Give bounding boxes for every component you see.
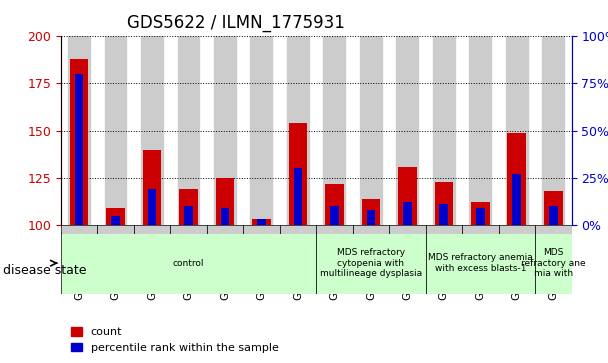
Text: MDS refractory anemia
with excess blasts-1: MDS refractory anemia with excess blasts… <box>428 253 533 273</box>
Bar <box>544 191 562 225</box>
Bar <box>508 132 526 225</box>
FancyBboxPatch shape <box>207 225 243 234</box>
Text: control: control <box>173 259 204 268</box>
Bar <box>513 174 521 225</box>
Bar <box>178 36 199 225</box>
Bar <box>367 210 375 225</box>
Bar <box>184 206 193 225</box>
Bar <box>360 36 382 225</box>
Bar <box>106 208 125 225</box>
Text: disease state: disease state <box>3 264 86 277</box>
FancyBboxPatch shape <box>97 225 134 234</box>
Bar <box>105 36 126 225</box>
FancyBboxPatch shape <box>61 225 97 234</box>
FancyBboxPatch shape <box>280 225 316 234</box>
Bar <box>403 203 412 225</box>
Text: MDS refractory
cytopenia with
multilineage dysplasia: MDS refractory cytopenia with multilinea… <box>320 248 422 278</box>
Bar <box>68 36 90 225</box>
Bar <box>257 219 266 225</box>
Bar <box>469 36 491 225</box>
Bar <box>287 36 309 225</box>
Bar <box>362 199 380 225</box>
Text: MDS
refractory ane
mia with: MDS refractory ane mia with <box>521 248 586 278</box>
FancyBboxPatch shape <box>535 225 572 234</box>
FancyBboxPatch shape <box>499 225 535 234</box>
Bar <box>440 204 448 225</box>
FancyBboxPatch shape <box>426 232 535 294</box>
Bar <box>221 208 229 225</box>
FancyBboxPatch shape <box>353 225 389 234</box>
Bar <box>330 206 339 225</box>
Bar <box>148 189 156 225</box>
Bar <box>289 123 307 225</box>
FancyBboxPatch shape <box>61 232 316 294</box>
Legend: count, percentile rank within the sample: count, percentile rank within the sample <box>66 323 283 358</box>
Bar <box>111 216 120 225</box>
Bar <box>398 167 416 225</box>
FancyBboxPatch shape <box>535 232 572 294</box>
Bar <box>143 150 161 225</box>
Bar <box>214 36 236 225</box>
Bar <box>75 74 83 225</box>
FancyBboxPatch shape <box>316 232 426 294</box>
Bar <box>549 206 558 225</box>
Bar <box>252 219 271 225</box>
Bar <box>471 203 489 225</box>
Bar <box>433 36 455 225</box>
FancyBboxPatch shape <box>134 225 170 234</box>
Bar <box>250 36 272 225</box>
Bar <box>325 184 344 225</box>
FancyBboxPatch shape <box>462 225 499 234</box>
FancyBboxPatch shape <box>389 225 426 234</box>
FancyBboxPatch shape <box>426 225 462 234</box>
Bar <box>435 182 453 225</box>
Bar <box>396 36 418 225</box>
Bar <box>141 36 163 225</box>
FancyBboxPatch shape <box>170 225 207 234</box>
Bar <box>476 208 485 225</box>
Bar <box>70 59 88 225</box>
Bar <box>179 189 198 225</box>
Bar <box>506 36 528 225</box>
Bar <box>294 168 302 225</box>
Bar <box>216 178 234 225</box>
Bar <box>323 36 345 225</box>
Text: GDS5622 / ILMN_1775931: GDS5622 / ILMN_1775931 <box>127 14 345 32</box>
FancyBboxPatch shape <box>243 225 280 234</box>
Bar <box>542 36 564 225</box>
FancyBboxPatch shape <box>316 225 353 234</box>
